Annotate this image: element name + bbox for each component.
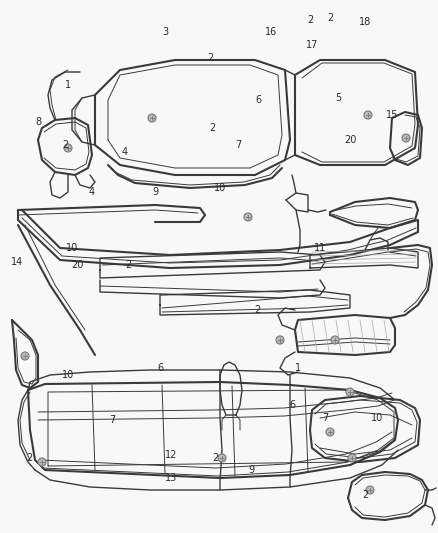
Text: 6: 6	[289, 400, 295, 410]
Text: 2: 2	[254, 305, 260, 315]
Text: 9: 9	[248, 465, 254, 475]
Text: 1: 1	[65, 80, 71, 90]
Text: 6: 6	[157, 363, 163, 373]
Text: 15: 15	[386, 110, 398, 120]
Circle shape	[326, 428, 334, 436]
Text: 13: 13	[165, 473, 177, 483]
Text: 20: 20	[71, 260, 83, 270]
Text: 2: 2	[26, 453, 32, 463]
Text: 12: 12	[165, 450, 177, 460]
Text: 5: 5	[335, 93, 341, 103]
Text: 2: 2	[62, 140, 68, 150]
Text: 17: 17	[306, 40, 318, 50]
Text: 2: 2	[212, 453, 218, 463]
Text: 10: 10	[62, 370, 74, 380]
Circle shape	[244, 213, 252, 221]
Circle shape	[21, 352, 29, 360]
Text: 7: 7	[109, 415, 115, 425]
Text: 1: 1	[295, 363, 301, 373]
Text: 7: 7	[235, 140, 241, 150]
Text: 10: 10	[371, 413, 383, 423]
Text: 10: 10	[214, 183, 226, 193]
Text: 2: 2	[207, 53, 213, 63]
Circle shape	[364, 111, 372, 119]
Circle shape	[38, 458, 46, 466]
Circle shape	[366, 486, 374, 494]
Text: 9: 9	[152, 187, 158, 197]
Text: 2: 2	[327, 13, 333, 23]
Circle shape	[331, 336, 339, 344]
Text: 14: 14	[11, 257, 23, 267]
Text: 4: 4	[122, 147, 128, 157]
Text: 6: 6	[255, 95, 261, 105]
Circle shape	[346, 388, 354, 396]
Circle shape	[348, 454, 356, 462]
Circle shape	[64, 144, 72, 152]
Circle shape	[148, 114, 156, 122]
Text: 8: 8	[35, 117, 41, 127]
Text: 11: 11	[314, 243, 326, 253]
Text: 18: 18	[359, 17, 371, 27]
Text: 2: 2	[125, 260, 131, 270]
Text: 2: 2	[209, 123, 215, 133]
Text: 4: 4	[89, 187, 95, 197]
Text: 7: 7	[322, 413, 328, 423]
Text: 16: 16	[265, 27, 277, 37]
Circle shape	[218, 454, 226, 462]
Text: 3: 3	[162, 27, 168, 37]
Text: 2: 2	[307, 15, 313, 25]
Circle shape	[402, 134, 410, 142]
Text: 10: 10	[66, 243, 78, 253]
Text: 2: 2	[362, 490, 368, 500]
Circle shape	[276, 336, 284, 344]
Text: 20: 20	[344, 135, 356, 145]
